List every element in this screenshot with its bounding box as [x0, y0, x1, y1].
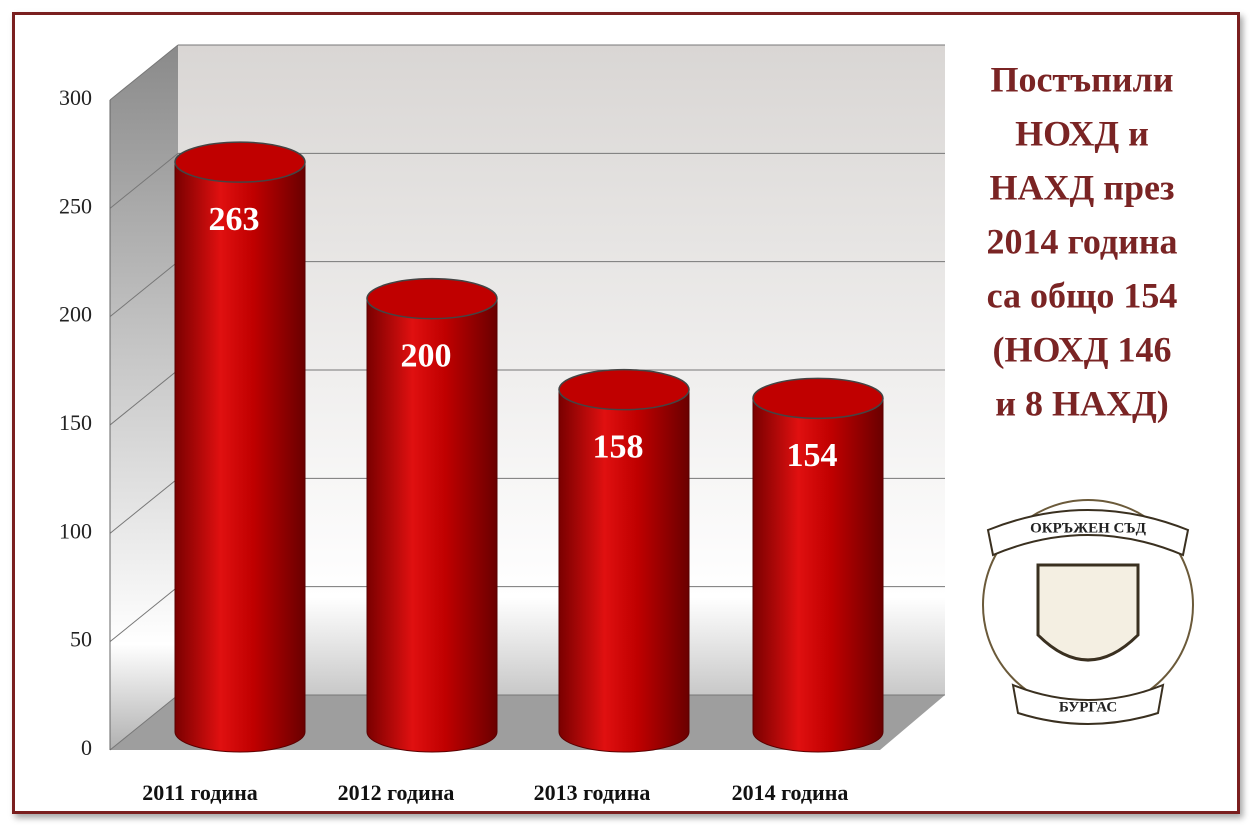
logo-ribbon — [986, 509, 1190, 557]
bar-top — [752, 377, 884, 420]
bar-top — [174, 141, 306, 183]
chart-title: НОХД и — [1015, 113, 1149, 153]
x-tick-label: 2011 година — [142, 780, 258, 805]
chart-title: (НОХД 146 — [993, 329, 1172, 369]
bar — [366, 298, 498, 753]
value-label: 263 — [209, 201, 260, 238]
chart-title: са общо 154 — [987, 275, 1178, 315]
y-tick-label: 0 — [81, 735, 92, 760]
y-tick-label: 150 — [59, 410, 92, 435]
logo: ОКРЪЖЕН СЪД БУРГАС — [982, 499, 1194, 725]
bar — [752, 397, 884, 753]
chart-title: НАХД през — [990, 167, 1175, 207]
logo-ribbon — [1011, 683, 1165, 725]
x-tick-label: 2012 година — [338, 780, 455, 805]
bar-top — [558, 368, 690, 411]
chart-title: и 8 НАХД) — [995, 383, 1169, 423]
grid-line — [109, 586, 179, 643]
value-label: 158 — [593, 428, 644, 465]
grid-line — [109, 694, 179, 751]
grid-line — [109, 369, 179, 426]
x-tick-label: 2014 година — [732, 780, 849, 805]
x-tick-label: 2013 година — [534, 780, 651, 805]
y-tick-label: 250 — [59, 193, 92, 218]
y-tick-label: 50 — [70, 627, 92, 652]
logo-top: ОКРЪЖЕН СЪД — [1030, 520, 1147, 536]
logo-shield — [1036, 563, 1140, 662]
grid-line — [109, 477, 179, 534]
grid-line — [109, 261, 179, 318]
logo-bottom: БУРГАС — [1059, 699, 1117, 715]
chart-title: Постъпили — [990, 59, 1173, 99]
y-tick-label: 300 — [59, 85, 92, 110]
bar — [174, 161, 306, 753]
bar — [558, 389, 690, 753]
grid-line — [109, 152, 179, 209]
bar-top — [366, 277, 498, 320]
chart-title: 2014 година — [986, 221, 1177, 261]
grid-line — [109, 44, 179, 101]
value-label: 200 — [401, 337, 452, 374]
y-tick-label: 100 — [59, 518, 92, 543]
y-tick-label: 200 — [59, 302, 92, 327]
floor — [110, 695, 945, 750]
value-label: 154 — [787, 437, 838, 474]
